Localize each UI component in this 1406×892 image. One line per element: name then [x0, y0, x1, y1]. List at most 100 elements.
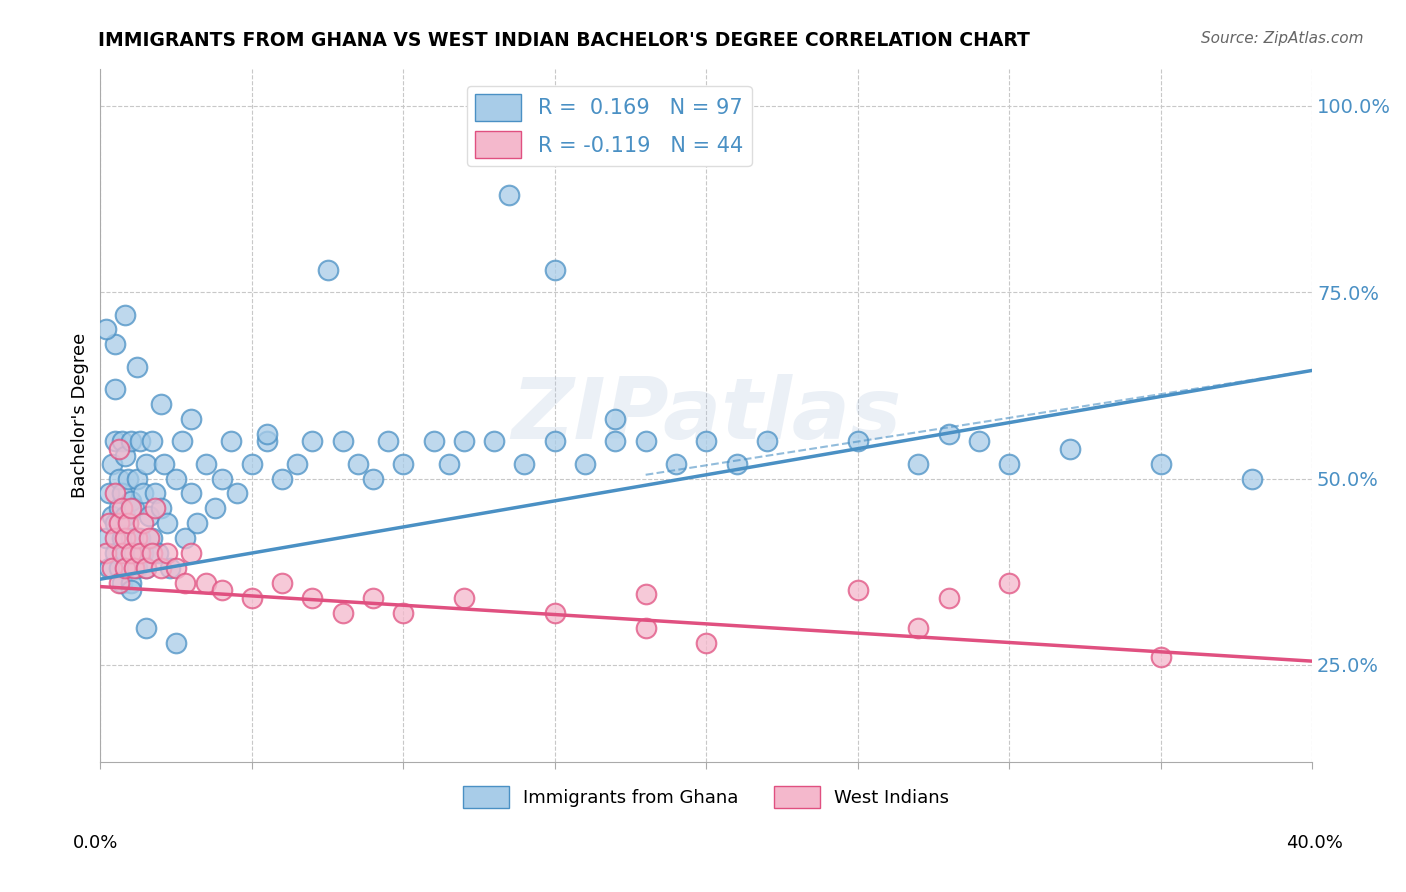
Point [143, 501, 166, 516]
Point [907, 457, 929, 471]
Point [634, 587, 657, 601]
Point [114, 531, 136, 545]
Point [104, 516, 127, 531]
Point [498, 188, 520, 202]
Point [122, 546, 145, 560]
Point [165, 471, 187, 485]
Point [174, 531, 197, 545]
Point [422, 434, 444, 449]
Point [165, 561, 187, 575]
Point [1240, 471, 1263, 485]
Text: 40.0%: 40.0% [1286, 834, 1343, 852]
Point [120, 501, 142, 516]
Point [107, 516, 129, 531]
Point [846, 583, 869, 598]
Point [128, 531, 150, 545]
Point [146, 546, 169, 560]
Point [453, 434, 475, 449]
Point [156, 516, 179, 531]
Point [186, 516, 208, 531]
Point [110, 531, 132, 545]
Point [96, 322, 118, 336]
Point [285, 457, 308, 471]
Point [138, 531, 160, 545]
Point [695, 434, 717, 449]
Point [114, 561, 136, 575]
Point [117, 471, 139, 485]
Point [195, 575, 218, 590]
Text: Source: ZipAtlas.com: Source: ZipAtlas.com [1201, 31, 1364, 46]
Point [104, 434, 127, 449]
Point [135, 621, 157, 635]
Point [120, 531, 142, 545]
Point [107, 575, 129, 590]
Point [256, 434, 278, 449]
Point [453, 591, 475, 605]
Point [938, 591, 960, 605]
Point [634, 434, 657, 449]
Point [125, 561, 148, 575]
Point [125, 471, 148, 485]
Point [135, 561, 157, 575]
Point [204, 501, 226, 516]
Text: 0.0%: 0.0% [73, 834, 118, 852]
Point [122, 561, 145, 575]
Point [347, 457, 370, 471]
Point [156, 546, 179, 560]
Point [180, 546, 202, 560]
Point [634, 621, 657, 635]
Point [143, 486, 166, 500]
Point [98, 486, 121, 500]
Point [132, 486, 155, 500]
Point [240, 457, 263, 471]
Point [135, 561, 157, 575]
Point [301, 591, 323, 605]
Point [725, 457, 748, 471]
Point [544, 606, 567, 620]
Point [174, 575, 197, 590]
Point [544, 262, 567, 277]
Point [104, 531, 127, 545]
Point [114, 449, 136, 463]
Point [120, 434, 142, 449]
Point [110, 486, 132, 500]
Point [482, 434, 505, 449]
Point [120, 546, 142, 560]
Point [605, 412, 627, 426]
Point [128, 434, 150, 449]
Point [301, 434, 323, 449]
Point [967, 434, 990, 449]
Point [138, 508, 160, 523]
Point [104, 486, 127, 500]
Point [120, 575, 142, 590]
Point [195, 457, 218, 471]
Legend: Immigrants from Ghana, West Indians: Immigrants from Ghana, West Indians [456, 779, 956, 815]
Point [125, 359, 148, 374]
Text: ZIPatlas: ZIPatlas [512, 374, 901, 457]
Point [104, 382, 127, 396]
Point [256, 426, 278, 441]
Point [172, 434, 194, 449]
Y-axis label: Bachelor's Degree: Bachelor's Degree [72, 333, 89, 498]
Point [1059, 442, 1081, 456]
Point [132, 546, 155, 560]
Point [125, 531, 148, 545]
Point [110, 501, 132, 516]
Point [165, 635, 187, 649]
Point [240, 591, 263, 605]
Point [437, 457, 460, 471]
Point [211, 583, 233, 598]
Point [392, 457, 415, 471]
Point [211, 471, 233, 485]
Point [316, 262, 339, 277]
Point [695, 635, 717, 649]
Point [271, 575, 294, 590]
Point [141, 434, 163, 449]
Point [122, 501, 145, 516]
Point [101, 457, 124, 471]
Point [998, 575, 1021, 590]
Point [114, 508, 136, 523]
Point [114, 308, 136, 322]
Point [110, 546, 132, 560]
Point [141, 546, 163, 560]
